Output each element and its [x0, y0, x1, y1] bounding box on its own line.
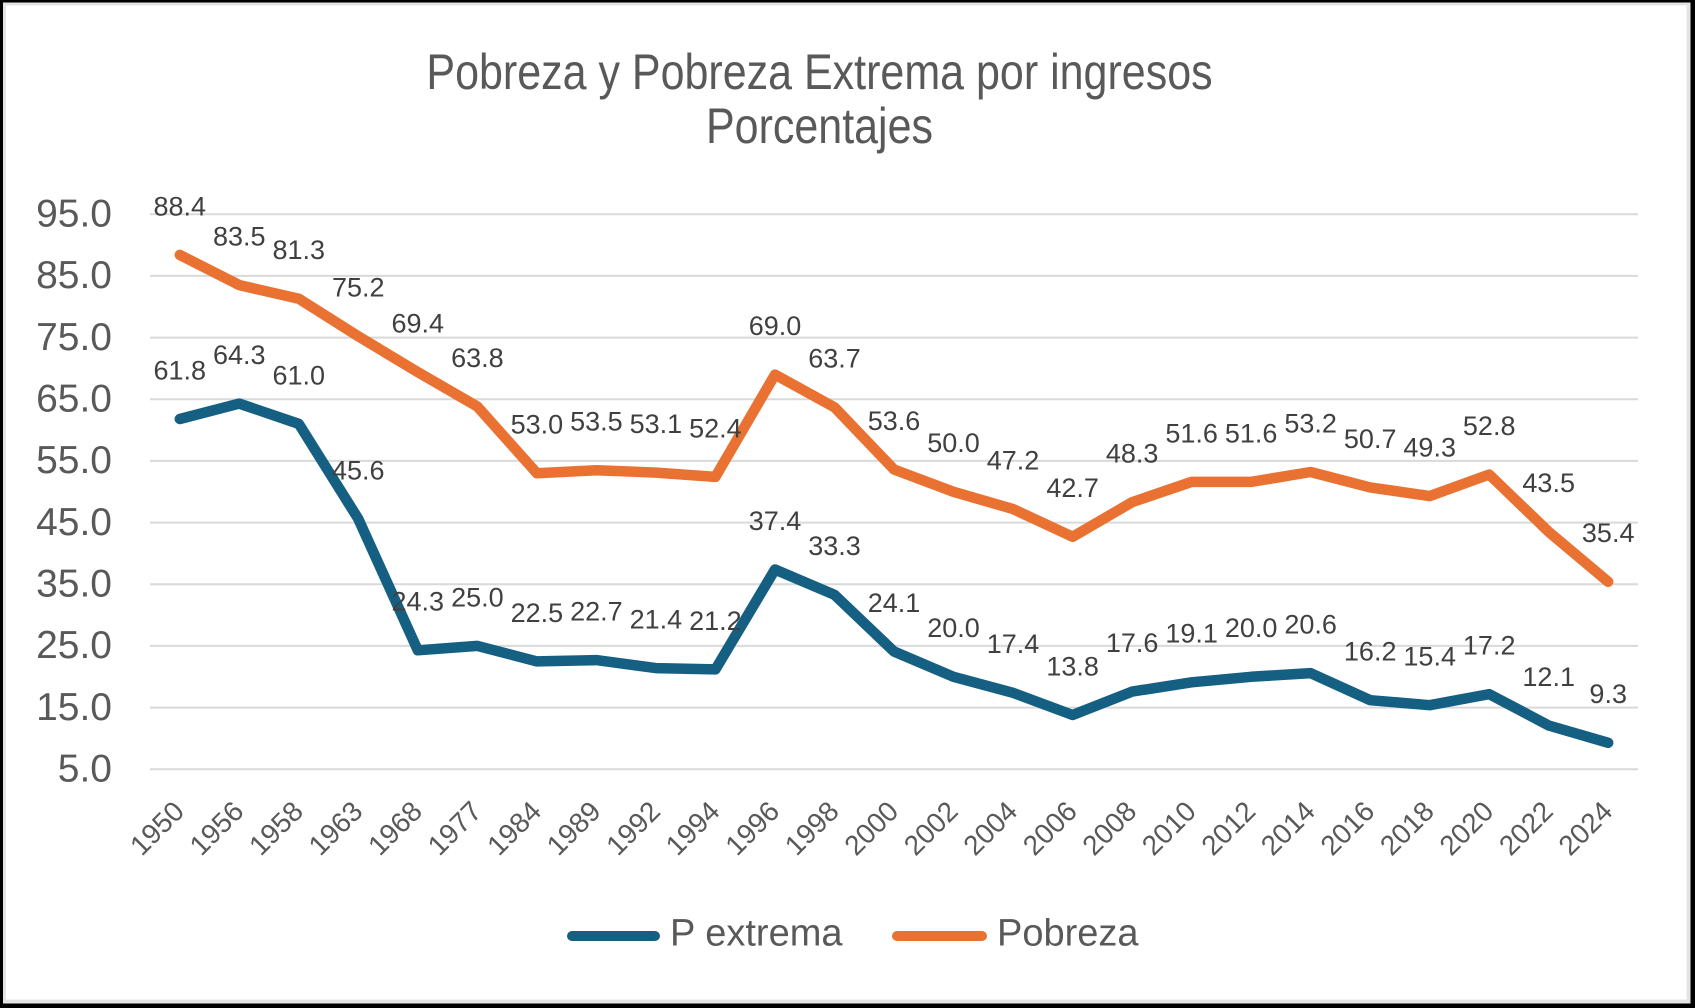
- svg-text:17.6: 17.6: [1106, 628, 1159, 658]
- svg-text:P extrema: P extrema: [670, 913, 843, 955]
- svg-text:50.0: 50.0: [927, 428, 980, 458]
- svg-text:35.0: 35.0: [36, 563, 112, 606]
- svg-text:51.6: 51.6: [1225, 418, 1278, 448]
- svg-text:49.3: 49.3: [1403, 433, 1456, 463]
- svg-text:53.0: 53.0: [511, 410, 564, 440]
- svg-text:21.2: 21.2: [689, 606, 742, 636]
- svg-text:63.8: 63.8: [451, 343, 504, 373]
- svg-text:83.5: 83.5: [213, 222, 266, 252]
- svg-text:17.2: 17.2: [1463, 631, 1516, 661]
- svg-text:53.6: 53.6: [868, 406, 921, 436]
- svg-text:47.2: 47.2: [987, 445, 1040, 475]
- svg-text:19.1: 19.1: [1165, 619, 1218, 649]
- svg-text:53.1: 53.1: [630, 409, 683, 439]
- svg-text:45.6: 45.6: [332, 455, 385, 485]
- svg-text:55.0: 55.0: [36, 439, 112, 482]
- svg-text:65.0: 65.0: [36, 378, 112, 421]
- svg-text:15.4: 15.4: [1403, 642, 1456, 672]
- svg-text:45.0: 45.0: [36, 501, 112, 544]
- svg-text:20.0: 20.0: [927, 613, 980, 643]
- svg-text:85.0: 85.0: [36, 254, 112, 297]
- svg-text:43.5: 43.5: [1522, 468, 1575, 498]
- svg-text:13.8: 13.8: [1046, 651, 1099, 681]
- svg-text:25.0: 25.0: [451, 582, 504, 612]
- svg-text:53.5: 53.5: [570, 407, 623, 437]
- svg-text:42.7: 42.7: [1046, 473, 1099, 503]
- svg-text:61.8: 61.8: [154, 355, 207, 385]
- svg-text:37.4: 37.4: [749, 506, 802, 536]
- svg-text:Pobreza y Pobreza Extrema por: Pobreza y Pobreza Extrema por ingresos: [426, 44, 1212, 100]
- svg-text:5.0: 5.0: [58, 748, 112, 791]
- svg-text:Porcentajes: Porcentajes: [706, 98, 933, 154]
- svg-text:17.4: 17.4: [987, 629, 1040, 659]
- svg-text:53.2: 53.2: [1284, 408, 1337, 438]
- svg-text:75.2: 75.2: [332, 273, 385, 303]
- svg-text:24.3: 24.3: [392, 587, 445, 617]
- svg-text:88.4: 88.4: [154, 191, 207, 221]
- svg-text:20.0: 20.0: [1225, 613, 1278, 643]
- svg-text:Pobreza: Pobreza: [997, 913, 1139, 955]
- svg-text:95.0: 95.0: [36, 193, 112, 236]
- svg-text:35.4: 35.4: [1582, 518, 1635, 548]
- svg-text:9.3: 9.3: [1589, 679, 1627, 709]
- svg-text:12.1: 12.1: [1522, 662, 1575, 692]
- svg-text:50.7: 50.7: [1344, 424, 1397, 454]
- svg-text:81.3: 81.3: [273, 235, 326, 265]
- svg-text:48.3: 48.3: [1106, 439, 1159, 469]
- svg-text:22.5: 22.5: [511, 598, 564, 628]
- svg-text:16.2: 16.2: [1344, 637, 1397, 667]
- svg-text:24.1: 24.1: [868, 588, 921, 618]
- svg-text:25.0: 25.0: [36, 624, 112, 667]
- svg-text:63.7: 63.7: [808, 344, 861, 374]
- svg-text:22.7: 22.7: [570, 597, 623, 627]
- svg-text:21.4: 21.4: [630, 605, 683, 635]
- svg-text:61.0: 61.0: [273, 360, 326, 390]
- svg-text:69.4: 69.4: [392, 309, 445, 339]
- svg-text:51.6: 51.6: [1165, 418, 1218, 448]
- svg-text:64.3: 64.3: [213, 340, 266, 370]
- svg-text:33.3: 33.3: [808, 531, 861, 561]
- svg-text:52.4: 52.4: [689, 413, 742, 443]
- svg-text:20.6: 20.6: [1284, 610, 1337, 640]
- svg-text:52.8: 52.8: [1463, 411, 1516, 441]
- svg-text:75.0: 75.0: [36, 316, 112, 359]
- svg-text:69.0: 69.0: [749, 311, 802, 341]
- svg-text:15.0: 15.0: [36, 686, 112, 729]
